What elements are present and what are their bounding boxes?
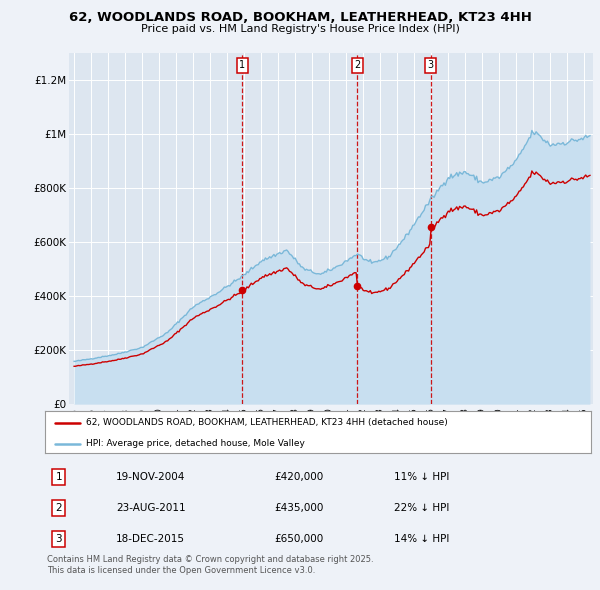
Text: 11% ↓ HPI: 11% ↓ HPI — [394, 472, 450, 482]
Text: 3: 3 — [427, 60, 434, 70]
Text: Contains HM Land Registry data © Crown copyright and database right 2025.
This d: Contains HM Land Registry data © Crown c… — [47, 555, 373, 575]
Text: 62, WOODLANDS ROAD, BOOKHAM, LEATHERHEAD, KT23 4HH (detached house): 62, WOODLANDS ROAD, BOOKHAM, LEATHERHEAD… — [86, 418, 448, 427]
Text: 1: 1 — [239, 60, 245, 70]
Text: HPI: Average price, detached house, Mole Valley: HPI: Average price, detached house, Mole… — [86, 440, 305, 448]
Text: £650,000: £650,000 — [274, 533, 323, 543]
Text: £420,000: £420,000 — [274, 472, 323, 482]
Text: 3: 3 — [55, 533, 62, 543]
Text: 62, WOODLANDS ROAD, BOOKHAM, LEATHERHEAD, KT23 4HH: 62, WOODLANDS ROAD, BOOKHAM, LEATHERHEAD… — [68, 11, 532, 24]
Text: 23-AUG-2011: 23-AUG-2011 — [116, 503, 185, 513]
Text: 14% ↓ HPI: 14% ↓ HPI — [394, 533, 450, 543]
Text: 22% ↓ HPI: 22% ↓ HPI — [394, 503, 450, 513]
Text: 1: 1 — [55, 472, 62, 482]
Text: 18-DEC-2015: 18-DEC-2015 — [116, 533, 185, 543]
Text: 2: 2 — [354, 60, 360, 70]
Text: 19-NOV-2004: 19-NOV-2004 — [116, 472, 185, 482]
Text: £435,000: £435,000 — [274, 503, 323, 513]
Text: 2: 2 — [55, 503, 62, 513]
Text: Price paid vs. HM Land Registry's House Price Index (HPI): Price paid vs. HM Land Registry's House … — [140, 24, 460, 34]
